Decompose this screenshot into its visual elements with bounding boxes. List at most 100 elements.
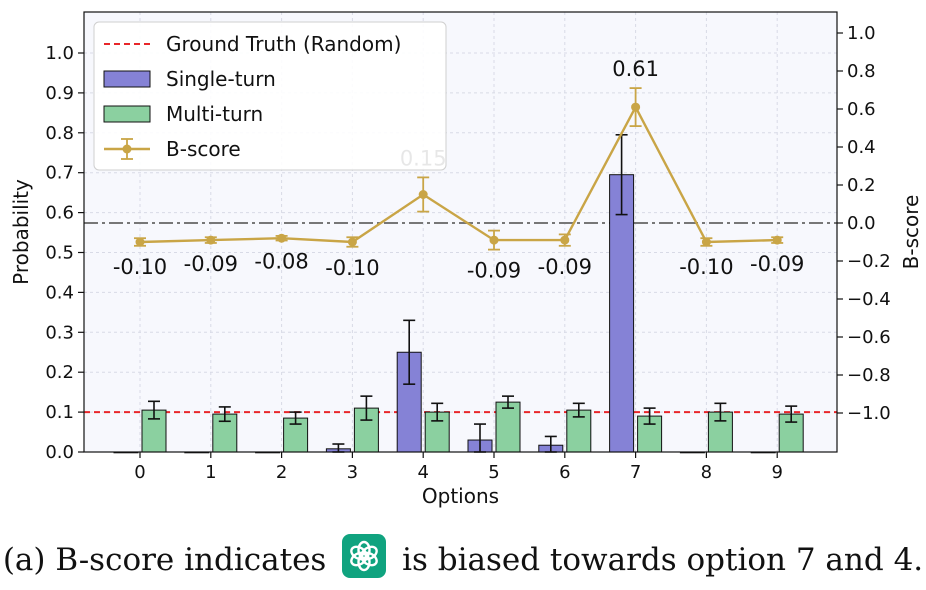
error-bar [785,405,798,423]
b-score-marker [772,235,782,245]
error-bar [360,395,373,421]
y2-tick-label: 0.0 [847,213,876,234]
x-tick-label: 4 [417,462,428,483]
b-score-point [417,176,430,213]
error-bar [714,402,727,422]
y-tick-label: 1.0 [45,43,74,64]
b-score-point [700,237,713,247]
b-score-data-label: -0.10 [113,255,167,279]
error-bar [572,402,585,418]
y-tick-label: 0.5 [45,243,74,264]
openai-logo-icon [342,534,387,578]
legend-swatch-marker [122,144,132,154]
b-score-marker [701,237,711,247]
y2-axis-title: B-score [899,195,923,270]
y2-tick-label: −0.8 [847,365,891,386]
b-score-marker [347,237,357,247]
b-score-data-label: -0.08 [254,249,308,273]
b-score-point [204,235,217,245]
y-tick-label: 0.3 [45,322,74,343]
x-tick-label: 9 [771,462,782,483]
b-score-data-label: -0.09 [184,252,238,276]
b-score-point [629,87,642,127]
caption-text-after: is biased towards option 7 and 4. [402,542,924,578]
b-score-marker [489,235,499,245]
b-score-marker [277,233,287,243]
y-tick-label: 0.9 [45,83,74,104]
legend-entry: Multi-turn [103,102,263,126]
error-bar [502,395,514,409]
error-bar [148,400,160,420]
b-score-point [558,233,571,247]
error-bar [218,406,231,423]
y-tick-label: 0.2 [45,362,74,383]
b-score-marker [418,190,428,199]
b-score-point [488,229,500,251]
x-tick-label: 1 [205,462,216,483]
b-score-data-label: 0.61 [612,57,659,81]
legend-entry: Single-turn [103,67,276,91]
x-tick-label: 0 [134,462,145,483]
b-score-marker [631,102,641,112]
multi-turn-bar [495,401,521,453]
legend-box [93,21,447,171]
figure-caption: (a) B-score indicates is biased towards … [0,534,926,582]
x-tick-label: 5 [488,462,499,483]
y2-tick-label: 0.6 [847,99,876,120]
y-tick-label: 0.7 [45,163,74,184]
error-bar [431,402,444,422]
reference-lines [84,222,837,414]
b-score-data-label: -0.10 [679,255,733,279]
y-tick-label: 0.4 [45,282,74,303]
b-score-data-label: -0.09 [538,255,592,279]
x-axis-title: Options [422,484,499,508]
axes: 0.0 0.1 0.2 0.3 0.4 0.5 0.6 0.7 0.8 0.9 1.0 0 1 2 3 4 5 6… [9,23,923,508]
y2-tick-label: −0.6 [847,327,891,348]
y-tick-label: 0.6 [45,203,74,224]
legend-label: Multi-turn [166,102,263,126]
b-score-point [346,236,359,248]
y2-tick-label: 1.0 [847,23,876,44]
y2-tick-label: 0.4 [847,137,876,158]
legend-entry: B-score [104,137,241,161]
x-tick-label: 7 [630,462,641,483]
y2-tick-label: −0.4 [847,289,891,310]
legend-label: B-score [166,137,241,161]
legend-label: Ground Truth (Random) [166,32,401,56]
y2-tick-label: −1.0 [847,403,891,424]
caption-text-before: (a) B-score indicates [2,542,327,578]
b-score-marker [560,235,570,245]
legend-swatch-bar [103,105,151,123]
b-score-data-label: -0.09 [750,252,804,276]
y2-tick-label: 0.2 [847,175,876,196]
error-bar [289,411,302,425]
bars [113,133,804,454]
b-score-labels: -0.10-0.09-0.08-0.100.15-0.09-0.090.61-0… [113,57,805,283]
single-turn-bar [609,174,635,453]
x-tick-label: 6 [559,462,570,483]
plot-frame [83,11,838,453]
y-tick-label: 0.8 [45,123,74,144]
b-score-marker [206,235,216,245]
legend: Ground Truth (Random) Single-turn Multi-tu… [93,21,447,171]
b-score-marker [135,237,145,247]
x-tick-label: 8 [701,462,712,483]
x-tick-label: 2 [276,462,287,483]
x-tick-label: 3 [347,462,358,483]
legend-entry: Ground Truth (Random) [104,32,401,56]
chart: -0.10-0.09-0.08-0.100.15-0.09-0.090.61-0… [9,11,923,508]
y2-tick-label: −0.2 [847,251,891,272]
b-score-polyline [139,104,778,244]
legend-swatch-bar [103,70,151,88]
b-score-line [134,87,784,251]
b-score-point [134,237,146,247]
legend-label: Single-turn [166,67,276,91]
b-score-data-label: -0.09 [467,259,521,283]
error-bar [403,319,416,385]
error-bar [643,407,656,425]
b-score-data-label: -0.10 [325,256,379,280]
y-tick-label: 0.1 [45,402,74,423]
b-score-point [275,233,288,243]
y-axis-title: Probability [9,179,33,285]
b-score-point [771,235,784,245]
